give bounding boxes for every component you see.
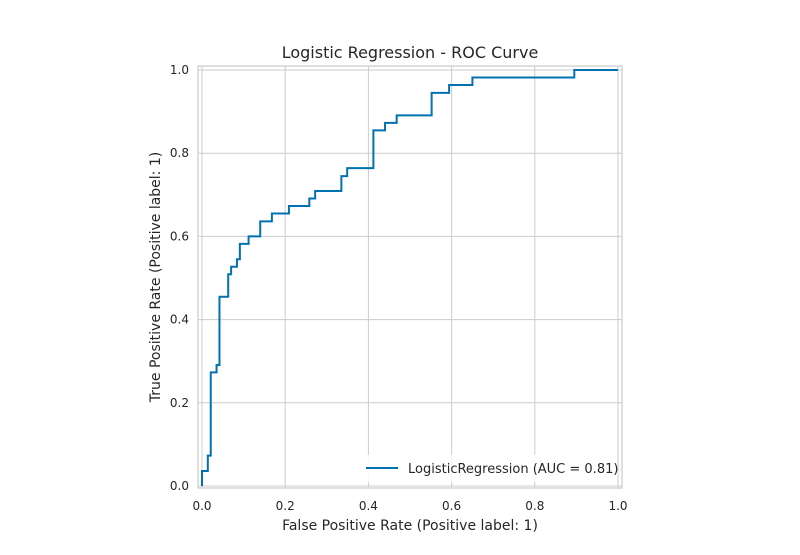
x-tick-label: 0.2: [276, 499, 295, 513]
roc-curve-line: [201, 69, 618, 486]
x-tick-label: 1.0: [608, 499, 627, 513]
y-tick-label: 0.6: [170, 229, 189, 243]
plot-area: [197, 65, 623, 489]
grid-lines: [198, 66, 622, 488]
x-tick-label: 0.6: [442, 499, 461, 513]
y-tick-label: 1.0: [170, 63, 189, 77]
tick-labels: 0.0 0.2 0.4 0.6 0.8 1.0 0.0 0.2 0.4 0.6 0.8 1.0: [170, 63, 628, 513]
x-axis-label: False Positive Rate (Positive label: 1): [282, 518, 538, 534]
y-tick-label: 0.2: [170, 396, 189, 410]
y-tick-label: 0.8: [170, 146, 189, 160]
x-tick-label: 0.4: [359, 499, 378, 513]
y-axis-label: True Positive Rate (Positive label: 1): [148, 152, 164, 403]
chart-title: Logistic Regression - ROC Curve: [282, 43, 539, 62]
x-tick-label: 0.8: [525, 499, 544, 513]
y-tick-label: 0.4: [170, 313, 189, 327]
series-layer: [201, 69, 618, 486]
x-tick-label: 0.0: [192, 499, 211, 513]
legend-frame: [356, 455, 616, 482]
y-tick-label: 0.0: [170, 479, 189, 493]
legend-label: LogisticRegression (AUC = 0.81): [408, 462, 618, 477]
legend: LogisticRegression (AUC = 0.81): [356, 455, 618, 482]
